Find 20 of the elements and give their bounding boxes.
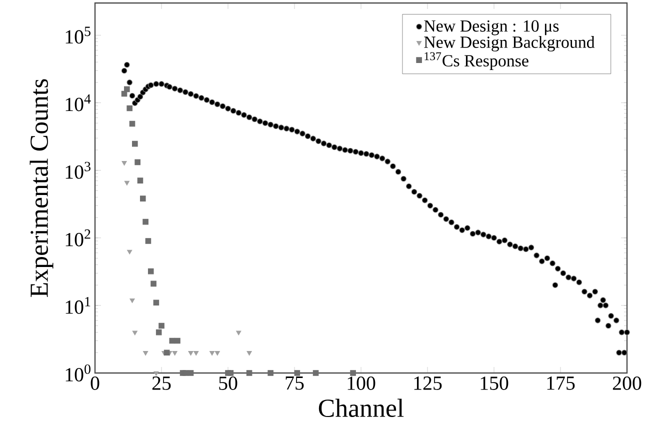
x-tick-label: 75: [286, 376, 304, 390]
legend-label: $^{137}$Cs Response: [424, 52, 528, 70]
y-tick-label: 10$^{1}$: [66, 296, 90, 314]
y-axis-title: Experimental Counts: [30, 79, 54, 297]
y-tick-label: 10$^{3}$: [66, 162, 90, 179]
legend-label: New Design Background: [424, 36, 595, 52]
y-tick-label: 10$^{2}$: [66, 229, 90, 246]
x-tick-label: 0: [90, 376, 100, 390]
legend-label: New Design : 10 μs: [424, 20, 559, 36]
x-tick-label: 50: [219, 376, 238, 390]
x-axis-title: Channel: [318, 398, 404, 418]
y-tick-label: 10$^{0}$: [66, 364, 90, 382]
x-tick-label: 200: [612, 376, 642, 390]
x-tick-label: 100: [348, 376, 376, 390]
x-tick-label: 150: [480, 376, 508, 390]
x-tick-label: 175: [547, 376, 575, 390]
y-tick-label: 10$^{4}$: [66, 94, 91, 112]
y-tick-label: 10$^{5}$: [66, 26, 90, 44]
x-tick-label: 125: [414, 376, 442, 390]
x-tick-label: 25: [152, 376, 171, 390]
